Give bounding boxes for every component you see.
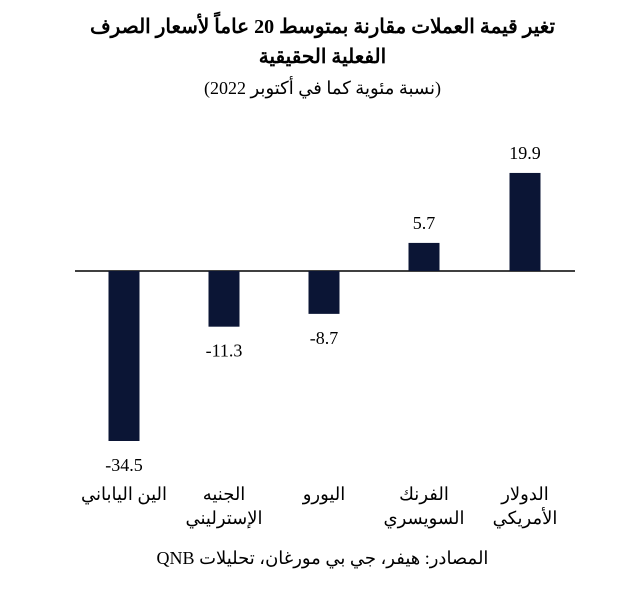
category-label-1-1: الإسترليني [185, 508, 262, 529]
source-note: المصادر: هيفر، جي بي مورغان، تحليلات QNB [156, 548, 489, 568]
bar-4 [509, 172, 541, 271]
bar-3 [408, 242, 440, 271]
category-label-4-0: الدولار [500, 484, 549, 505]
category-label-1-0: الجنيه [203, 484, 246, 504]
category-label-2-0: اليورو [302, 484, 346, 505]
chart-title-line-1: تغير قيمة العملات مقارنة بمتوسط 20 عاماً… [89, 16, 556, 38]
category-label-3-1: السويسري [384, 508, 465, 529]
bar-0 [108, 271, 140, 441]
category-label-0-0: الين الياباني [81, 484, 167, 505]
bar-1 [208, 271, 240, 327]
data-label-3: 5.7 [413, 213, 436, 233]
chart-subtitle: (نسبة مئوية كما في أكتوبر 2022) [204, 78, 441, 98]
category-label-4-1: الأمريكي [493, 506, 558, 529]
data-label-0: -34.5 [105, 455, 143, 475]
bar-2 [308, 271, 340, 314]
data-label-2: -8.7 [310, 328, 339, 348]
data-label-1: -11.3 [206, 341, 243, 361]
category-label-3-0: الفرنك [399, 484, 449, 505]
data-label-4: 19.9 [509, 143, 541, 163]
chart-title-line-2: الفعلية الحقيقية [258, 46, 387, 68]
